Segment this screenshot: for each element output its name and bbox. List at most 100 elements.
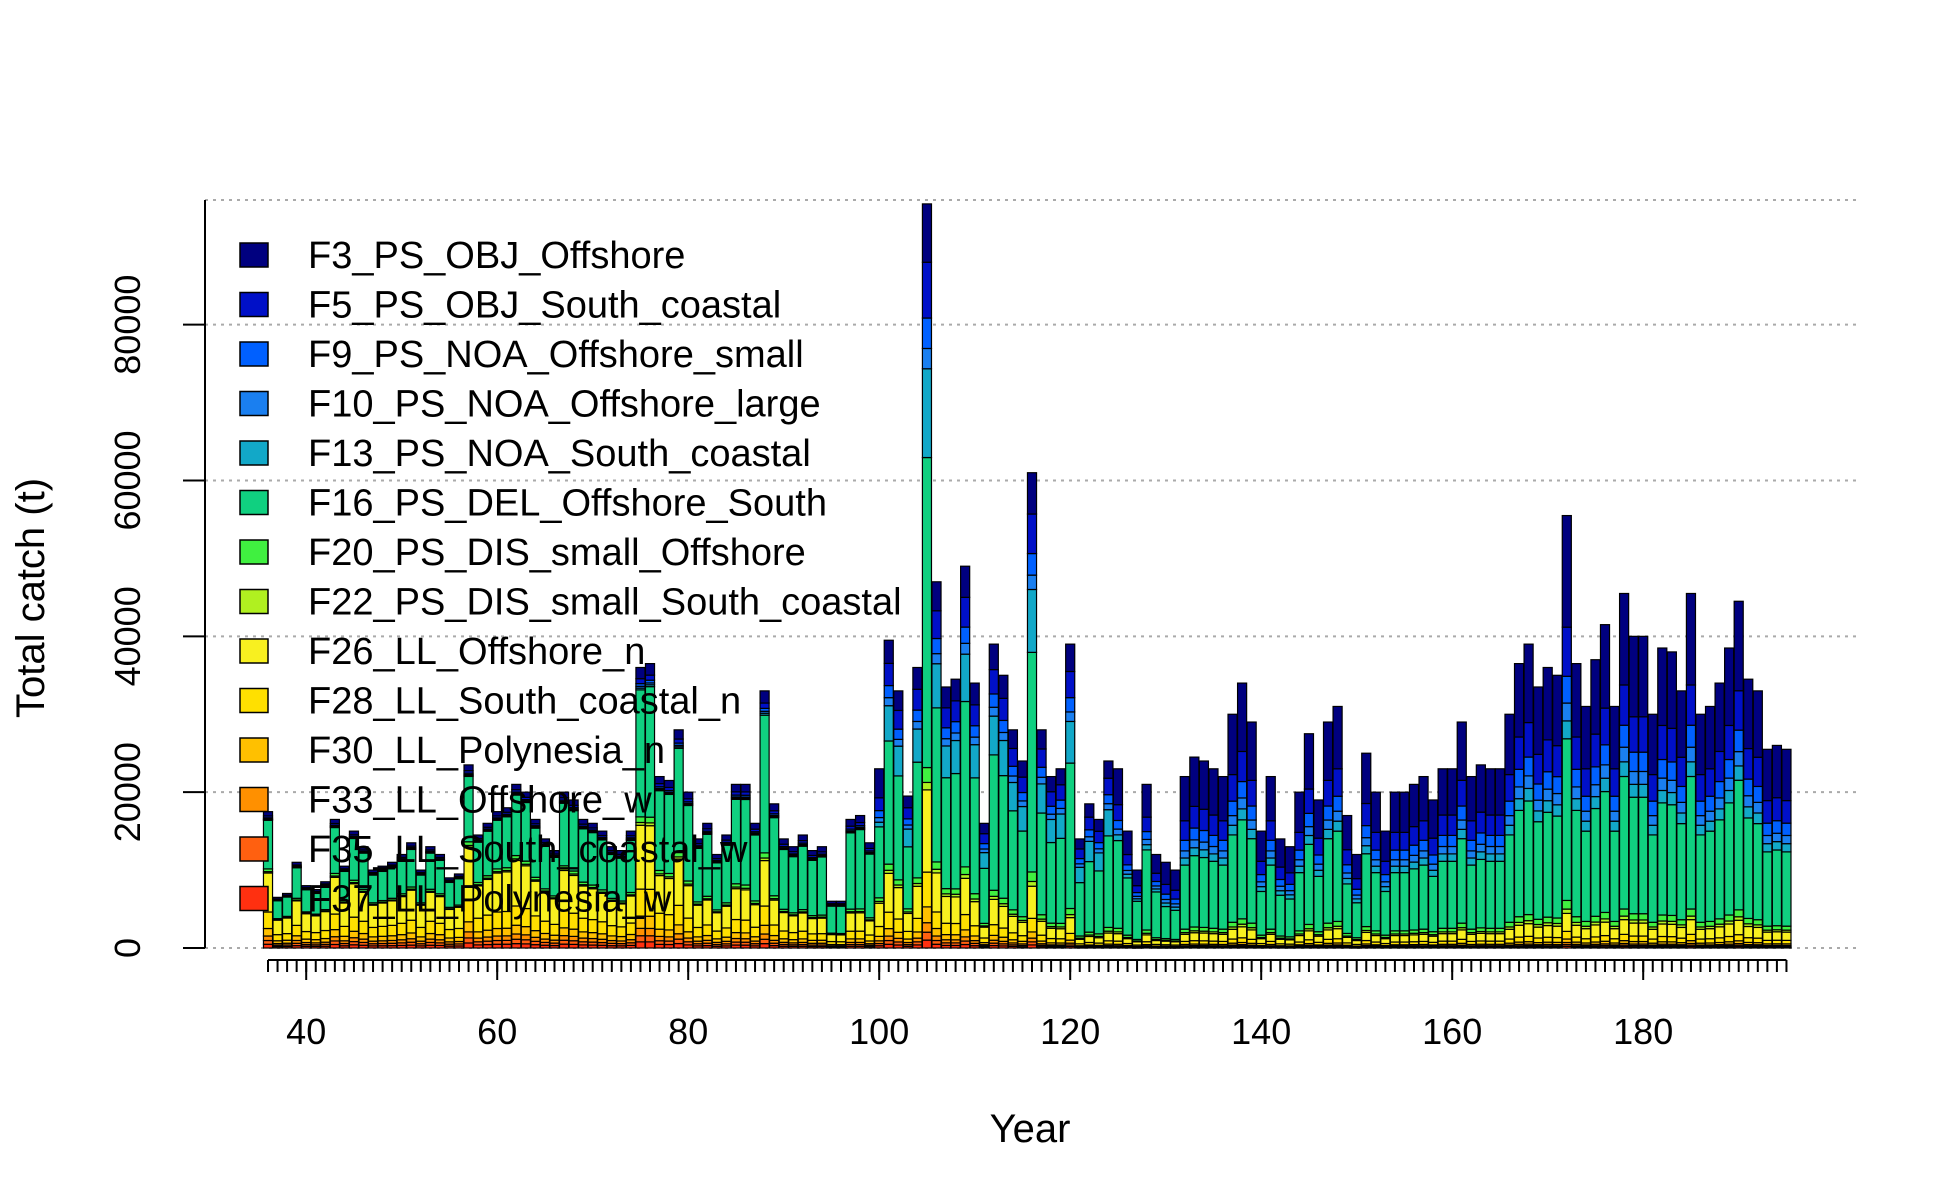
- bar-segment: [281, 892, 293, 896]
- bar-segment: [1475, 932, 1486, 942]
- bar-segment: [1752, 823, 1763, 921]
- bar-segment: [1313, 854, 1324, 865]
- bar-segment: [587, 822, 598, 829]
- bar-segment: [1303, 834, 1315, 845]
- bar-segment: [1609, 928, 1620, 940]
- bar-segment: [1265, 839, 1276, 852]
- bar-segment: [1580, 768, 1592, 797]
- bar-segment: [673, 729, 684, 740]
- bar-segment: [1160, 861, 1171, 886]
- bar-segment: [1160, 905, 1171, 940]
- bar-segment: [291, 861, 302, 866]
- bar-segment: [893, 931, 904, 939]
- bar-segment: [950, 888, 961, 895]
- bar-segment: [960, 929, 971, 938]
- bar-segment: [1017, 776, 1028, 794]
- bar-segment: [1141, 783, 1152, 818]
- bar-segment: [1227, 834, 1238, 923]
- bar-segment: [759, 933, 770, 940]
- bar-segment: [979, 833, 990, 845]
- bar-segment: [1771, 744, 1783, 799]
- bar-segment: [291, 935, 302, 942]
- bar-segment: [940, 933, 952, 941]
- bar-segment: [1704, 938, 1716, 944]
- legend-label: F30_LL_Polynesia_n: [308, 730, 665, 772]
- bar-segment: [797, 912, 808, 932]
- bar-segment: [1475, 764, 1486, 813]
- bar-segment: [1380, 886, 1391, 893]
- bar-segment: [912, 709, 923, 723]
- bar-segment: [1342, 883, 1353, 935]
- bar-segment: [673, 942, 684, 949]
- bar-segment: [1084, 803, 1095, 818]
- bar-segment: [1724, 758, 1735, 779]
- bar-segment: [883, 697, 894, 707]
- bar-segment: [921, 871, 933, 908]
- bar-segment: [673, 904, 684, 926]
- bar-segment: [1561, 720, 1572, 740]
- bar-segment: [1198, 856, 1210, 929]
- bar-segment: [568, 935, 579, 942]
- bar-segment: [1714, 682, 1725, 753]
- bar-segment: [1618, 724, 1630, 748]
- bar-segment: [1695, 921, 1706, 928]
- legend-label: F35_LL_South_coastal_w: [308, 829, 748, 871]
- bar-segment: [1475, 811, 1486, 834]
- bar-segment: [1523, 643, 1534, 724]
- bar-segment: [367, 926, 379, 938]
- bar-segment: [1370, 865, 1381, 874]
- bar-segment: [1475, 858, 1486, 929]
- bar-segment: [1647, 928, 1658, 940]
- bar-segment: [1055, 807, 1066, 815]
- bar-segment: [1275, 866, 1286, 881]
- bar-segment: [377, 935, 388, 942]
- bar-segment: [740, 932, 751, 940]
- bar-segment: [1504, 773, 1515, 802]
- bar-segment: [1141, 816, 1152, 833]
- bar-segment: [950, 922, 961, 936]
- bar-segment: [616, 926, 627, 938]
- bar-segment: [1399, 849, 1410, 861]
- bar-segment: [1332, 705, 1343, 770]
- bar-segment: [1657, 914, 1668, 922]
- bar-segment: [1466, 820, 1477, 841]
- bar-segment: [1332, 920, 1343, 927]
- bar-segment: [1408, 868, 1420, 931]
- bar-segment: [1036, 748, 1047, 768]
- bar-segment: [1752, 919, 1763, 926]
- x-tick-label: 60: [477, 1011, 517, 1052]
- bar-segment: [1408, 826, 1420, 846]
- bar-segment: [1065, 917, 1076, 935]
- bar-segment: [692, 926, 703, 938]
- legend-swatch: [239, 489, 269, 516]
- bar-segment: [721, 927, 732, 938]
- bar-segment: [1580, 795, 1592, 812]
- bar-segment: [1418, 820, 1429, 841]
- bar-segment: [969, 725, 980, 738]
- bar-segment: [1103, 760, 1114, 779]
- bar-segment: [272, 919, 283, 936]
- bar-segment: [1609, 705, 1620, 770]
- bar-segment: [1284, 898, 1295, 938]
- bar-segment: [1485, 933, 1496, 942]
- bar-segment: [1389, 791, 1401, 833]
- bar-segment: [931, 663, 942, 709]
- bar-segment: [606, 846, 617, 852]
- bar-segment: [1246, 805, 1257, 821]
- bar-segment: [1609, 920, 1620, 927]
- legend-label: F26_LL_Offshore_n: [308, 631, 645, 673]
- bar-segment: [1342, 849, 1353, 866]
- bar-segment: [1036, 920, 1047, 936]
- bar-segment: [931, 927, 942, 937]
- bar-segment: [778, 911, 789, 932]
- bar-segment: [1523, 756, 1534, 777]
- bar-segment: [912, 688, 923, 711]
- bar-segment: [1399, 859, 1410, 867]
- bar-segment: [1494, 860, 1506, 929]
- bar-segment: [730, 918, 742, 934]
- bar-segment: [1055, 799, 1066, 810]
- bar-segment: [749, 936, 761, 942]
- bar-segment: [1284, 872, 1295, 885]
- bar-segment: [998, 897, 1009, 905]
- bar-segment: [960, 913, 971, 931]
